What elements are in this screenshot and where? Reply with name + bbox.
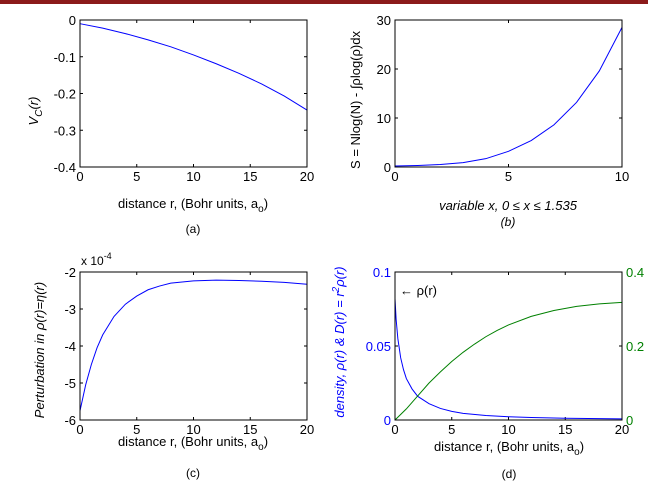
panel-d-series: [394, 298, 623, 421]
panel-d-xlabel: distance r, (Bohr units, ao): [434, 439, 584, 458]
panel-c-ytick-label: -2: [64, 265, 76, 280]
panel-d-ytick-label: 0.1: [373, 265, 391, 280]
panel-c-ytick-label: -6: [64, 413, 76, 428]
panel-a-xtick-label: 10: [186, 169, 200, 184]
panel-d-ytick-right-label: 0.2: [626, 339, 644, 354]
panel-d-xtick-label: 20: [615, 422, 629, 437]
panel-b-xtick-label: 10: [615, 169, 629, 184]
panel-a-xtick-label: 0: [76, 169, 83, 184]
panel-c-ytick-label: -3: [64, 302, 76, 317]
panel-b-ytick-label: 0: [384, 160, 391, 175]
panel-c-xtick-label: 10: [186, 422, 200, 437]
panel-c-series: [79, 279, 308, 411]
panel-a-ytick-label: 0: [69, 13, 76, 28]
panel-a-plot-frame: [79, 19, 308, 168]
panel-d-ytick-label: 0.05: [366, 339, 391, 354]
panel-d-xtick-label: 15: [558, 422, 572, 437]
panel-b: 0 5 10 0 10 20 30 variable x, 0 ≤ x ≤ 1.535 S …: [348, 13, 629, 229]
panel-b-xlabel: variable x, 0 ≤ x ≤ 1.535: [439, 198, 578, 213]
panel-a-ticks: [79, 19, 308, 168]
panel-b-ytick-label: 20: [377, 62, 391, 77]
panel-a-xtick-label: 15: [243, 169, 257, 184]
panel-c-caption: (c): [186, 466, 200, 480]
panel-d-series-1-line: [394, 301, 623, 421]
panel-d-caption: (d): [502, 467, 517, 481]
panel-d-ytick-label: 0: [384, 413, 391, 428]
panel-c-xtick-label: 0: [76, 422, 83, 437]
panel-b-xtick-label: 5: [505, 169, 512, 184]
panel-a-xtick-label: 5: [133, 169, 140, 184]
panel-d-ytick-right-label: 0: [626, 413, 633, 428]
panel-b-series: [394, 27, 623, 167]
panel-c-plot-frame: [79, 271, 308, 421]
panel-d-xtick-label: 10: [501, 422, 515, 437]
panel-a-ytick-label: -0.4: [54, 160, 76, 175]
panel-c-tick-labels: 0 5 10 15 20 -6 -5 -4 -3 -2: [64, 265, 314, 437]
top-accent-bar: [0, 0, 648, 4]
panel-c-xtick-label: 20: [300, 422, 314, 437]
panel-d-annotation: ← ρ(r): [400, 283, 437, 298]
panel-a-caption: (a): [186, 222, 201, 236]
panel-a-tick-labels: 0 5 10 15 20 -0.4 -0.3 -0.2 -0.1 0: [54, 13, 315, 184]
panel-a-ytick-label: -0.2: [54, 87, 76, 102]
panel-c-xlabel: distance r, (Bohr units, ao): [118, 434, 268, 453]
panel-c-scale-note: x 10-4: [81, 251, 112, 268]
panel-b-ylabel: S = Nlog(N) - ∫ρlog(ρ)dx: [348, 31, 363, 169]
panel-b-xtick-label: 0: [391, 169, 398, 184]
panel-b-ticks: [394, 19, 623, 168]
panel-b-ytick-label: 30: [377, 13, 391, 28]
panel-c-ticks: [79, 271, 308, 421]
panel-b-tick-labels: 0 5 10 0 10 20 30: [377, 13, 630, 184]
panel-d-ylabel: density, ρ(r) & D(r) = r2ρ(r): [331, 266, 347, 417]
panel-b-series-0-line: [394, 27, 623, 167]
panel-d-xtick-label: 5: [448, 422, 455, 437]
panel-c-xtick-label: 15: [243, 422, 257, 437]
panel-d-series-0-line: [394, 298, 623, 420]
panel-b-plot-frame: [394, 19, 623, 168]
panel-a-xtick-label: 20: [300, 169, 314, 184]
panel-c-ytick-label: -4: [64, 339, 76, 354]
panel-d-xtick-label: 0: [391, 422, 398, 437]
panel-c-ytick-label: -5: [64, 376, 76, 391]
panel-b-caption: (b): [501, 215, 516, 229]
panel-a-ytick-label: -0.1: [54, 50, 76, 65]
panel-c-ylabel: Perturbation in ρ(r)=η(r): [32, 282, 47, 418]
panel-d-plot-frame: [394, 271, 623, 421]
panel-d-ytick-right-label: 0.4: [626, 265, 644, 280]
panel-a-series-0-line: [79, 23, 308, 111]
panel-a-xlabel: distance r, (Bohr units, ao): [118, 196, 268, 215]
panel-c-xtick-label: 5: [133, 422, 140, 437]
panel-c-series-0-line: [79, 279, 308, 411]
panel-c: 0 5 10 15 20 -6 -5 -4 -3 -2 x 10-4 distance r, (B…: [32, 251, 314, 480]
panel-a-series: [79, 23, 308, 111]
panel-a: 0 5 10 15 20 -0.4 -0.3 -0.2 -0.1 0 distance r, (B…: [26, 13, 314, 236]
panel-a-ylabel: VC(r): [26, 97, 45, 126]
panel-b-ytick-label: 10: [377, 111, 391, 126]
panel-a-ytick-label: -0.3: [54, 123, 76, 138]
